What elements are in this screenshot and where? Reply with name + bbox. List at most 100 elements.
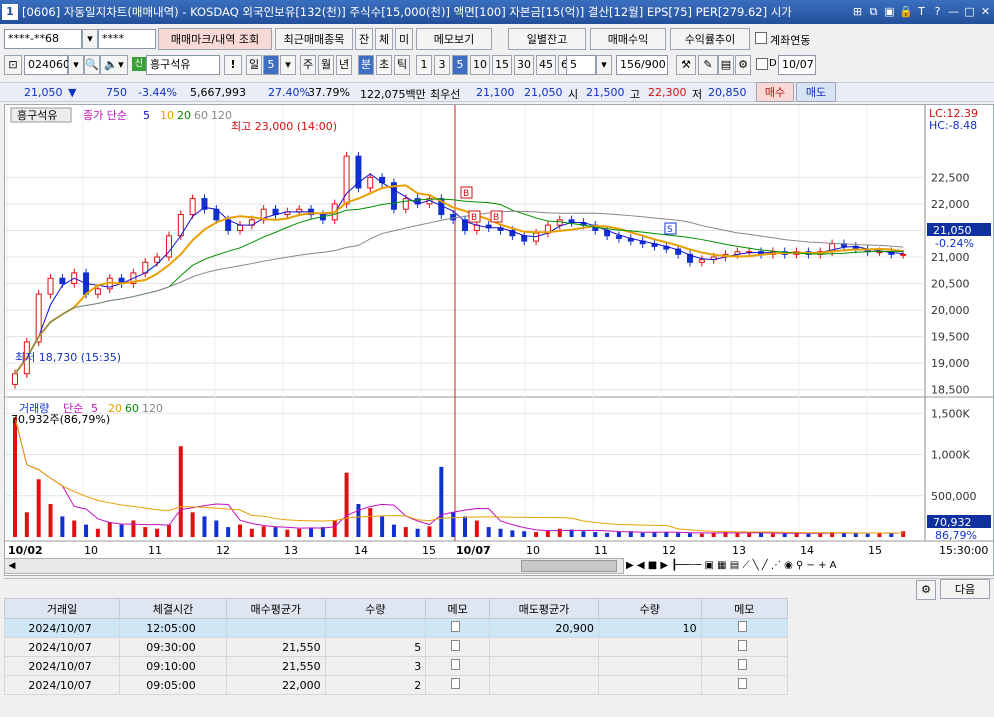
volume-bar: [770, 533, 775, 537]
layout-icon[interactable]: ⊡: [4, 55, 22, 75]
period-count[interactable]: 5: [263, 55, 279, 75]
period-tick-button[interactable]: 틱: [394, 55, 410, 75]
period-year-button[interactable]: 년: [336, 55, 352, 75]
speaker-icon[interactable]: 🔈▾: [100, 55, 128, 75]
column-header[interactable]: 메모: [425, 598, 490, 619]
column-header[interactable]: 매도평균가: [488, 598, 599, 619]
memo-cell[interactable]: [700, 618, 789, 638]
stock-name-field[interactable]: 흥구석유: [146, 55, 220, 75]
filled-button[interactable]: 체: [375, 28, 393, 50]
minute-3-button[interactable]: 3: [434, 55, 450, 75]
column-header[interactable]: 메모: [700, 598, 789, 619]
password-field[interactable]: ****: [98, 29, 156, 49]
volume-bar: [368, 508, 373, 537]
table-row[interactable]: 2024/10/07 12:05:00 20,900 10: [3, 618, 789, 638]
memo-cell[interactable]: [700, 675, 789, 695]
range-field[interactable]: 156/900: [616, 55, 668, 75]
count-select[interactable]: 5: [566, 55, 596, 75]
date-field[interactable]: 10/07: [778, 55, 816, 75]
period-second-button[interactable]: 초: [376, 55, 392, 75]
table-row[interactable]: 2024/10/07 09:05:00 22,000 2: [3, 675, 789, 695]
date-checkbox[interactable]: [756, 58, 768, 70]
draw-icon[interactable]: ✎: [698, 55, 718, 75]
minute-30-button[interactable]: 30: [514, 55, 534, 75]
period-month-button[interactable]: 월: [318, 55, 334, 75]
minute-5-button[interactable]: 5: [452, 55, 468, 75]
memo-icon[interactable]: [451, 640, 461, 651]
trademark-query-button[interactable]: 매매마크/내역 조회: [158, 28, 272, 50]
column-header[interactable]: 매수평균가: [225, 598, 326, 619]
table-row[interactable]: 2024/10/07 09:30:00 21,550 5: [3, 637, 789, 657]
maximize-icon[interactable]: □: [964, 5, 975, 18]
account-dropdown-icon[interactable]: ▾: [82, 29, 98, 49]
memo-icon[interactable]: [737, 678, 747, 689]
chart-scrollbar[interactable]: ◀: [4, 558, 624, 574]
daily-balance-button[interactable]: 일별잔고: [508, 28, 586, 50]
code-dropdown-icon[interactable]: ▾: [68, 55, 84, 75]
candle: [698, 259, 705, 263]
memo-icon[interactable]: [451, 678, 461, 689]
chart-nav-toolbar[interactable]: ▶ ◀ ■ ▶ ┠──┄─ ▣ ▦ ▤ ⟋ ╲ ╱ ⋰ ◉ ⚲ − + A: [626, 560, 837, 571]
chart-area[interactable]: 22,50022,00021,50021,00020,50020,00019,5…: [4, 104, 994, 576]
memo-icon[interactable]: [737, 659, 747, 670]
minute-1-button[interactable]: 1: [416, 55, 432, 75]
memo-cell[interactable]: [425, 637, 490, 657]
ma-legend-period: 10: [160, 109, 174, 122]
period-minute-button[interactable]: 분: [358, 55, 374, 75]
memo-icon[interactable]: [737, 621, 747, 632]
period-dropdown-icon[interactable]: ▾: [280, 55, 296, 75]
balance-button[interactable]: 잔: [355, 28, 373, 50]
volume-bar: [202, 516, 207, 537]
memo-cell[interactable]: [425, 675, 490, 695]
search-icon[interactable]: 🔍: [84, 55, 100, 75]
period-week-button[interactable]: 주: [300, 55, 316, 75]
memo-icon[interactable]: [451, 659, 461, 670]
candle: [12, 373, 18, 385]
memo-icon[interactable]: [451, 621, 461, 632]
return-trend-button[interactable]: 수익률추이: [670, 28, 750, 50]
column-header[interactable]: 수량: [324, 598, 427, 619]
count-dropdown-icon[interactable]: ▾: [596, 55, 612, 75]
stock-code-field[interactable]: 024060: [24, 55, 70, 75]
buy-button[interactable]: 매수: [756, 82, 794, 102]
next-button[interactable]: 다음: [940, 579, 990, 599]
gear-icon[interactable]: ⚙: [735, 55, 751, 75]
memo-cell[interactable]: [425, 618, 490, 638]
volume-bar: [652, 532, 657, 537]
scroll-thumb[interactable]: [521, 560, 617, 572]
account-field[interactable]: ****-**68: [4, 29, 82, 49]
account-link-checkbox[interactable]: [755, 32, 767, 44]
restore-icon[interactable]: ⧉: [869, 5, 878, 18]
alert-icon[interactable]: !: [224, 55, 242, 75]
text-icon[interactable]: T: [918, 5, 925, 18]
column-header[interactable]: 거래일: [3, 598, 121, 619]
tools-icon[interactable]: ⚒: [676, 55, 696, 75]
unfilled-button[interactable]: 미: [395, 28, 413, 50]
minimize-icon[interactable]: —: [948, 5, 959, 18]
recent-trades-button[interactable]: 최근매매종목: [275, 28, 353, 50]
stock-chart[interactable]: 22,50022,00021,50021,00020,50020,00019,5…: [5, 105, 993, 575]
column-header[interactable]: 수량: [597, 598, 702, 619]
minute-10-button[interactable]: 10: [470, 55, 490, 75]
minute-45-button[interactable]: 45: [536, 55, 556, 75]
minute-15-button[interactable]: 15: [492, 55, 512, 75]
table-row[interactable]: 2024/10/07 09:10:00 21,550 3: [3, 656, 789, 676]
window-icon[interactable]: ▣: [884, 5, 895, 18]
column-header[interactable]: 체결시간: [119, 598, 227, 619]
settings-gear-icon[interactable]: ⚙: [916, 580, 936, 600]
memo-icon[interactable]: [737, 640, 747, 651]
pin-icon[interactable]: ⊞: [852, 5, 863, 18]
help-icon[interactable]: ?: [934, 5, 941, 18]
period-day-button[interactable]: 일: [246, 55, 262, 75]
save-icon[interactable]: ▤: [718, 55, 734, 75]
memo-cell[interactable]: [700, 656, 789, 676]
close-icon[interactable]: ✕: [980, 5, 991, 18]
sell-button[interactable]: 매도: [796, 82, 836, 102]
ma-legend-period: 60: [194, 109, 208, 122]
memo-cell[interactable]: [425, 656, 490, 676]
scroll-left-icon[interactable]: ◀: [8, 561, 16, 571]
trade-profit-button[interactable]: 매매수익: [590, 28, 666, 50]
memo-cell[interactable]: [700, 637, 789, 657]
memo-view-button[interactable]: 메모보기: [416, 28, 492, 50]
lock-icon[interactable]: 🔒: [899, 5, 913, 18]
